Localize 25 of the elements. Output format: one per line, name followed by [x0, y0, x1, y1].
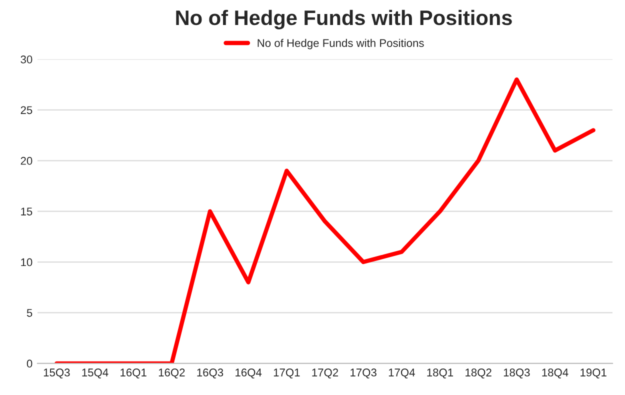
x-tick-label: 18Q1 [427, 368, 454, 378]
x-tick-label: 16Q1 [120, 368, 146, 378]
x-tick-label: 18Q3 [504, 368, 530, 378]
x-tick-label: 18Q2 [466, 368, 492, 378]
x-tick-label: 17Q2 [312, 368, 338, 378]
x-tick-label: 15Q4 [82, 368, 108, 378]
legend-label: No of Hedge Funds with Positions [258, 38, 424, 50]
line-series [54, 77, 596, 364]
chart-title: No of Hedge Funds with Positions [176, 10, 512, 30]
y-tick-label: 30 [20, 56, 32, 64]
x-tick-label: 16Q2 [158, 368, 185, 378]
x-tick-label: 17Q3 [350, 368, 376, 378]
y-tick-label: 0 [26, 360, 32, 368]
y-tick-label: 20 [20, 156, 32, 165]
y-tick-label: 5 [26, 309, 32, 317]
x-tick-label: 16Q3 [197, 368, 224, 378]
y-tick-label: 10 [21, 258, 32, 266]
x-tick-label: 17Q4 [388, 368, 415, 378]
x-tick-label: 18Q4 [542, 368, 568, 378]
x-tick-label: 17Q1 [274, 368, 300, 378]
x-tick-label: 15Q3 [44, 368, 70, 378]
x-tick-label: 19Q1 [580, 368, 606, 378]
x-tick-label: 16Q4 [236, 368, 262, 378]
y-tick-label: 15 [21, 208, 32, 216]
y-tick-label: 25 [20, 106, 32, 114]
